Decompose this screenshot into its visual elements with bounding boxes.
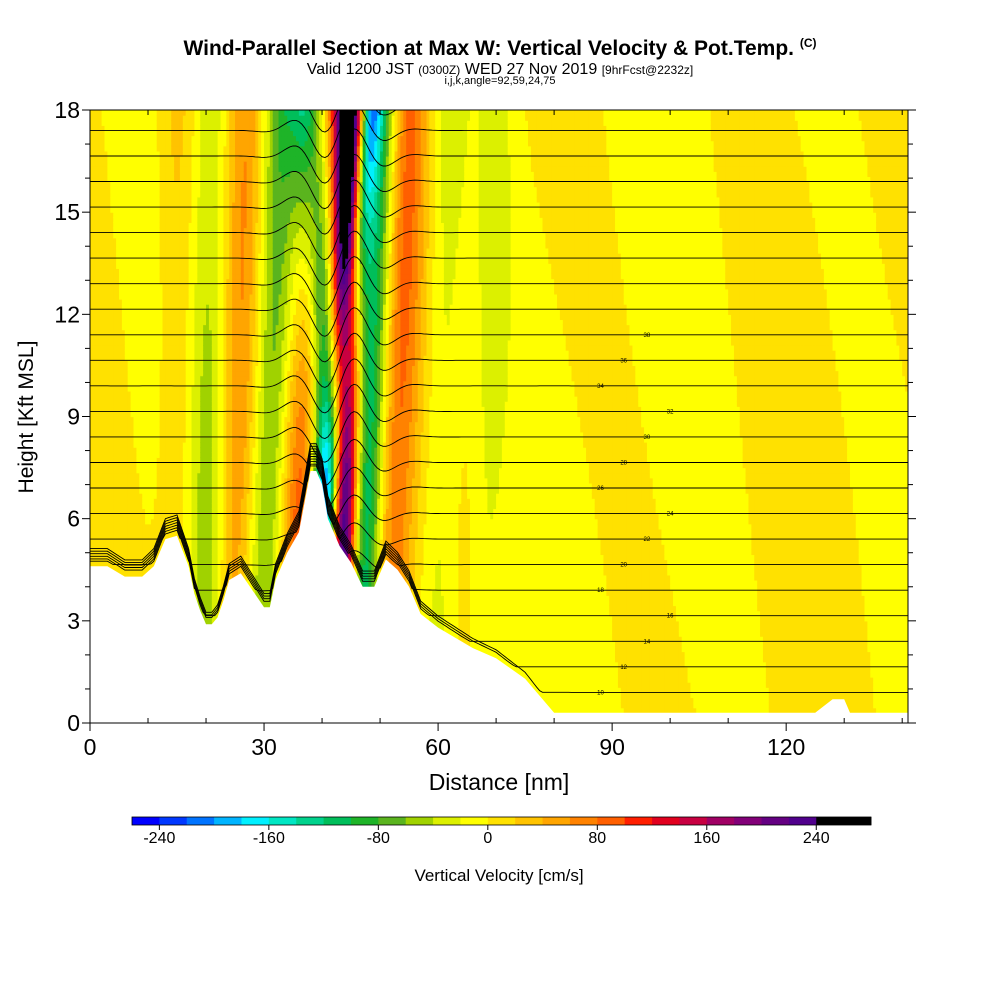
cross-section-chart: 101214161820222426283032343638 0 30 60 90 12…	[0, 0, 1000, 1000]
